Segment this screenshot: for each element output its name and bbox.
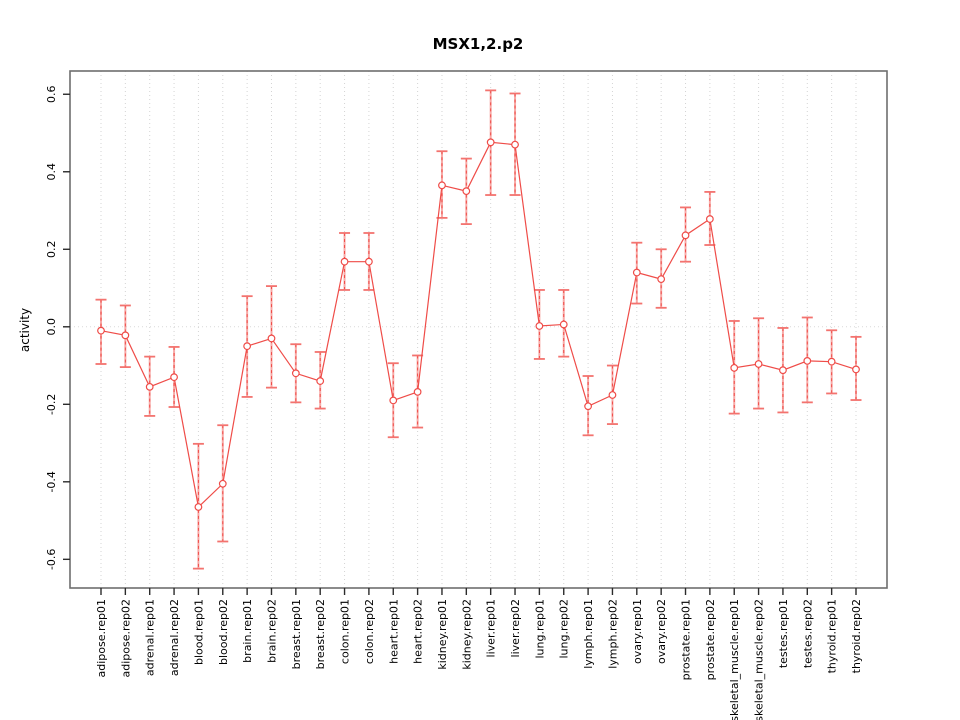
data-point xyxy=(365,257,373,266)
data-point xyxy=(291,369,300,378)
x-tick-label: skeletal_muscle.rep02 xyxy=(753,599,766,720)
data-point xyxy=(584,402,592,411)
x-tick-label: colon.rep02 xyxy=(363,599,376,664)
data-point xyxy=(705,215,714,223)
data-point xyxy=(267,334,276,343)
x-tick-label: ovary.rep01 xyxy=(631,599,644,664)
y-tick-label: 0.4 xyxy=(45,163,58,181)
x-tick-label: lung.rep02 xyxy=(558,599,571,659)
x-tick-label: brain.rep01 xyxy=(241,599,254,663)
data-point xyxy=(340,257,349,266)
x-tick-label: lymph.rep01 xyxy=(582,599,595,669)
series-line xyxy=(100,141,857,509)
data-point xyxy=(730,363,739,372)
x-tick-label: adipose.rep01 xyxy=(95,599,108,678)
data-point xyxy=(486,138,495,147)
data-point xyxy=(559,320,568,329)
x-tick-label: prostate.rep01 xyxy=(680,599,693,680)
data-point xyxy=(316,377,325,385)
data-point xyxy=(218,479,227,488)
x-tick-label: breast.rep01 xyxy=(290,599,303,669)
data-point xyxy=(632,268,641,277)
data-point xyxy=(145,382,154,391)
data-point xyxy=(827,357,836,366)
x-tick-label: liver.rep02 xyxy=(509,599,522,657)
y-tick-label: 0.6 xyxy=(45,86,58,104)
y-tick-label: 0.2 xyxy=(45,241,58,259)
x-tick-label: colon.rep01 xyxy=(339,599,352,664)
data-point xyxy=(681,231,690,240)
plot-frame xyxy=(69,70,888,589)
data-point xyxy=(170,373,178,382)
x-tick-label: adrenal.rep02 xyxy=(168,599,181,676)
data-point xyxy=(803,356,812,365)
data-point xyxy=(608,391,617,399)
y-axis-label: activity xyxy=(18,308,32,352)
data-point xyxy=(657,275,666,284)
y-tick-label: 0.0 xyxy=(45,318,58,336)
data-point xyxy=(779,366,787,375)
x-tick-label: heart.rep01 xyxy=(387,599,400,664)
chart-title: MSX1,2.p2 xyxy=(433,35,524,53)
data-point xyxy=(243,342,252,351)
x-tick-label: blood.rep02 xyxy=(217,599,230,665)
y-tick-label: -0.2 xyxy=(45,394,58,415)
x-tick-label: ovary.rep02 xyxy=(655,599,668,664)
y-tick-label: -0.6 xyxy=(45,549,58,570)
data-point xyxy=(535,322,544,330)
x-tick-label: heart.rep02 xyxy=(412,599,425,664)
x-tick-label: thyroid.rep02 xyxy=(850,599,863,673)
y-tick-label: -0.4 xyxy=(45,471,58,492)
x-tick-label: liver.rep01 xyxy=(485,599,498,657)
x-tick-label: breast.rep02 xyxy=(314,599,327,669)
x-tick-label: blood.rep01 xyxy=(192,599,205,665)
x-tick-label: adipose.rep02 xyxy=(119,599,132,678)
x-tick-label: lung.rep01 xyxy=(533,599,546,659)
data-point xyxy=(852,365,860,374)
data-point xyxy=(754,360,763,368)
plot-layer: -0.6 -0.4 -0.2 0.0 0.2 0.4 0.6 adipose.rep01 adi… xyxy=(45,70,888,720)
x-tick-label: adrenal.rep01 xyxy=(144,599,157,676)
data-point xyxy=(413,387,422,396)
x-tick-label: testes.rep01 xyxy=(777,599,790,668)
x-tick-label: skeletal_muscle.rep01 xyxy=(728,599,741,720)
data-point xyxy=(97,326,105,335)
data-point xyxy=(462,187,471,196)
data-point xyxy=(438,181,446,190)
x-tick-label: thyroid.rep01 xyxy=(826,599,839,673)
data-point xyxy=(121,331,130,340)
x-tick-label: brain.rep02 xyxy=(265,599,278,663)
x-tick-label: lymph.rep02 xyxy=(606,599,619,669)
data-point xyxy=(511,140,519,149)
data-point xyxy=(194,503,203,511)
data-point xyxy=(389,396,398,405)
x-tick-label: kidney.rep01 xyxy=(436,599,449,670)
x-tick-label: prostate.rep02 xyxy=(704,599,717,680)
x-tick-label: kidney.rep02 xyxy=(460,599,473,670)
x-tick-label: testes.rep02 xyxy=(801,599,814,668)
